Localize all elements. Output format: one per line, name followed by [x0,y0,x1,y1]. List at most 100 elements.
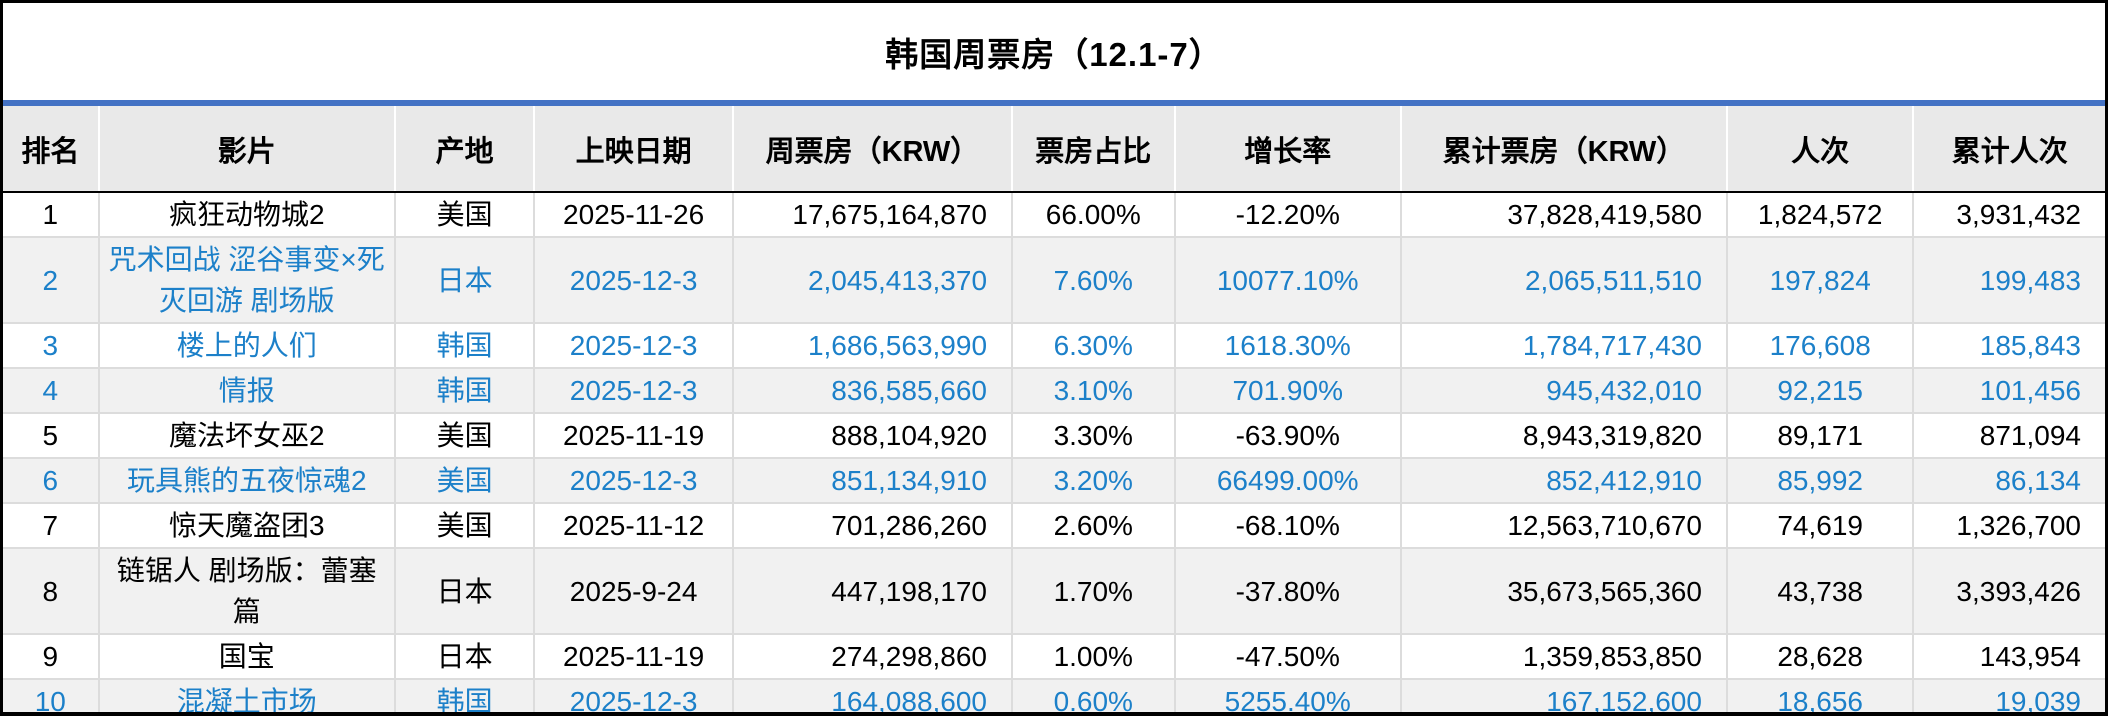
table-row: 2 咒术回战 涩谷事变×死灭回游 剧场版 日本 2025-12-3 2,045,… [3,237,2105,324]
header-divider-rule [3,100,2105,106]
weekly-gross-cell: 274,298,860 [732,634,1014,680]
admissions-cell: 92,215 [1726,368,1915,414]
rank-cell: 8 [3,548,100,635]
col-header-release-date: 上映日期 [534,106,734,193]
growth-cell: -47.50% [1174,634,1402,680]
origin-cell: 日本 [394,237,536,324]
rank-cell: 7 [3,503,100,549]
table-row: 8 链锯人 剧场版：蕾塞篇 日本 2025-9-24 447,198,170 1… [3,548,2105,635]
table-row: 1 疯狂动物城2 美国 2025-11-26 17,675,164,870 66… [3,192,2105,238]
cumulative-gross-cell: 8,943,319,820 [1400,413,1728,459]
release-date-cell: 2025-11-26 [534,192,734,238]
film-cell: 惊天魔盗团3 [98,503,396,549]
film-cell: 疯狂动物城2 [98,192,396,238]
share-cell: 2.60% [1012,503,1176,549]
col-header-weekly-gross: 周票房（KRW） [732,106,1014,193]
header-row: 排名 影片 产地 上映日期 周票房（KRW） 票房占比 增长率 累计票房（KRW… [3,106,2105,193]
admissions-cell: 28,628 [1726,634,1915,680]
release-date-cell: 2025-9-24 [534,548,734,635]
origin-cell: 韩国 [394,679,536,712]
cumulative-gross-cell: 945,432,010 [1400,368,1728,414]
film-cell: 咒术回战 涩谷事变×死灭回游 剧场版 [98,237,396,324]
weekly-gross-cell: 888,104,920 [732,413,1014,459]
origin-cell: 日本 [394,548,536,635]
rank-cell: 5 [3,413,100,459]
col-header-film: 影片 [98,106,396,193]
origin-cell: 韩国 [394,368,536,414]
cumulative-admissions-cell: 1,326,700 [1913,503,2105,549]
origin-cell: 美国 [394,503,536,549]
weekly-gross-cell: 851,134,910 [732,458,1014,504]
admissions-cell: 197,824 [1726,237,1915,324]
admissions-cell: 18,656 [1726,679,1915,712]
cumulative-gross-cell: 1,359,853,850 [1400,634,1728,680]
cumulative-admissions-cell: 143,954 [1913,634,2105,680]
col-header-growth: 增长率 [1174,106,1402,193]
cumulative-admissions-cell: 19,039 [1913,679,2105,712]
share-cell: 7.60% [1012,237,1176,324]
film-cell: 魔法坏女巫2 [98,413,396,459]
weekly-gross-cell: 836,585,660 [732,368,1014,414]
origin-cell: 美国 [394,192,536,238]
rank-cell: 9 [3,634,100,680]
growth-cell: 10077.10% [1174,237,1402,324]
table-row: 5 魔法坏女巫2 美国 2025-11-19 888,104,920 3.30%… [3,413,2105,459]
admissions-cell: 43,738 [1726,548,1915,635]
cumulative-gross-cell: 852,412,910 [1400,458,1728,504]
weekly-gross-cell: 701,286,260 [732,503,1014,549]
release-date-cell: 2025-11-19 [534,634,734,680]
share-cell: 1.00% [1012,634,1176,680]
rank-cell: 4 [3,368,100,414]
release-date-cell: 2025-11-12 [534,503,734,549]
admissions-cell: 85,992 [1726,458,1915,504]
release-date-cell: 2025-12-3 [534,237,734,324]
release-date-cell: 2025-12-3 [534,679,734,712]
weekly-gross-cell: 1,686,563,990 [732,323,1014,369]
origin-cell: 美国 [394,458,536,504]
growth-cell: -63.90% [1174,413,1402,459]
release-date-cell: 2025-11-19 [534,413,734,459]
table-row: 7 惊天魔盗团3 美国 2025-11-12 701,286,260 2.60%… [3,503,2105,549]
box-office-table: 排名 影片 产地 上映日期 周票房（KRW） 票房占比 增长率 累计票房（KRW… [3,106,2105,712]
weekly-gross-cell: 2,045,413,370 [732,237,1014,324]
cumulative-admissions-cell: 86,134 [1913,458,2105,504]
share-cell: 3.30% [1012,413,1176,459]
rank-cell: 6 [3,458,100,504]
admissions-cell: 1,824,572 [1726,192,1915,238]
film-cell: 链锯人 剧场版：蕾塞篇 [98,548,396,635]
growth-cell: -37.80% [1174,548,1402,635]
release-date-cell: 2025-12-3 [534,458,734,504]
table-row: 3 楼上的人们 韩国 2025-12-3 1,686,563,990 6.30%… [3,323,2105,369]
cumulative-admissions-cell: 871,094 [1913,413,2105,459]
table-body: 1 疯狂动物城2 美国 2025-11-26 17,675,164,870 66… [3,192,2105,712]
col-header-admissions: 人次 [1726,106,1915,193]
cumulative-gross-cell: 37,828,419,580 [1400,192,1728,238]
cumulative-admissions-cell: 101,456 [1913,368,2105,414]
share-cell: 3.10% [1012,368,1176,414]
rank-cell: 3 [3,323,100,369]
growth-cell: 5255.40% [1174,679,1402,712]
origin-cell: 日本 [394,634,536,680]
cumulative-gross-cell: 167,152,600 [1400,679,1728,712]
origin-cell: 韩国 [394,323,536,369]
table-row: 4 情报 韩国 2025-12-3 836,585,660 3.10% 701.… [3,368,2105,414]
growth-cell: 1618.30% [1174,323,1402,369]
growth-cell: -12.20% [1174,192,1402,238]
weekly-gross-cell: 164,088,600 [732,679,1014,712]
admissions-cell: 89,171 [1726,413,1915,459]
cumulative-gross-cell: 2,065,511,510 [1400,237,1728,324]
table-row: 6 玩具熊的五夜惊魂2 美国 2025-12-3 851,134,910 3.2… [3,458,2105,504]
col-header-rank: 排名 [3,106,100,193]
col-header-cumulative-gross: 累计票房（KRW） [1400,106,1728,193]
growth-cell: -68.10% [1174,503,1402,549]
table-row: 9 国宝 日本 2025-11-19 274,298,860 1.00% -47… [3,634,2105,680]
growth-cell: 701.90% [1174,368,1402,414]
origin-cell: 美国 [394,413,536,459]
col-header-cumulative-admissions: 累计人次 [1913,106,2105,193]
cumulative-admissions-cell: 3,931,432 [1913,192,2105,238]
cumulative-gross-cell: 35,673,565,360 [1400,548,1728,635]
share-cell: 6.30% [1012,323,1176,369]
page-title: 韩国周票房（12.1-7） [885,35,1223,73]
weekly-gross-cell: 447,198,170 [732,548,1014,635]
